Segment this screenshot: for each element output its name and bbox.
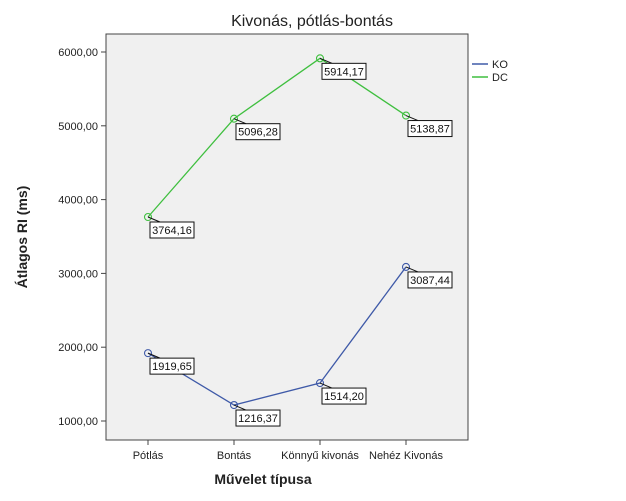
chart-title: Kivonás, pótlás-bontás bbox=[231, 13, 393, 30]
data-label-box bbox=[321, 62, 367, 80]
y-tick-label: 5000,00 bbox=[58, 121, 98, 133]
data-label: 3764,16 bbox=[152, 225, 192, 237]
data-point bbox=[229, 400, 239, 410]
data-label-box bbox=[149, 221, 195, 239]
data-label-box bbox=[407, 271, 453, 289]
data-label-box bbox=[321, 387, 367, 405]
data-label: 1216,37 bbox=[238, 413, 278, 425]
legend-label: KO bbox=[492, 59, 508, 71]
data-label: 1514,20 bbox=[324, 391, 364, 403]
y-tick-label: 1000,00 bbox=[58, 416, 98, 428]
x-tick-label: Nehéz Kivonás bbox=[369, 450, 443, 462]
y-tick-label: 6000,00 bbox=[58, 47, 98, 59]
x-tick-label: Könnyű kivonás bbox=[281, 450, 359, 462]
x-axis-title: Művelet típusa bbox=[214, 471, 311, 487]
y-tick-label: 3000,00 bbox=[58, 268, 98, 280]
data-label: 5096,28 bbox=[238, 127, 278, 139]
y-tick-label: 2000,00 bbox=[58, 342, 98, 354]
data-label-box bbox=[407, 120, 453, 138]
data-point bbox=[143, 349, 153, 358]
series-line-ko bbox=[147, 266, 407, 406]
legend-label: DC bbox=[492, 72, 508, 84]
x-axis: Pótlás Bontás Könnyű kivonás Nehéz Kivonás bbox=[133, 440, 443, 462]
data-point bbox=[143, 212, 153, 222]
x-tick-label: Bontás bbox=[217, 450, 252, 462]
data-label-box bbox=[149, 357, 195, 375]
data-label: 1919,65 bbox=[152, 361, 192, 373]
data-label: 3087,44 bbox=[410, 275, 450, 287]
data-label: 5138,87 bbox=[410, 124, 450, 136]
y-tick-label: 4000,00 bbox=[58, 195, 98, 207]
data-label: 5914,17 bbox=[324, 66, 364, 78]
series-line-dc bbox=[147, 57, 407, 218]
series-layer: 1919,65 1216,37 1514,20 3087,44 3764,16 5096,… bbox=[143, 54, 453, 427]
data-label-box bbox=[235, 123, 281, 141]
data-label-box bbox=[235, 409, 281, 427]
x-tick-label: Pótlás bbox=[133, 450, 164, 462]
data-point bbox=[401, 111, 411, 120]
data-point bbox=[401, 262, 411, 271]
y-axis-title: Átlagos RI (ms) bbox=[14, 186, 30, 289]
data-point bbox=[229, 114, 239, 123]
data-point bbox=[315, 54, 325, 63]
y-axis: 1000,00 2000,00 3000,00 4000,00 5000,00 6000,… bbox=[58, 47, 106, 428]
data-point bbox=[315, 379, 325, 388]
